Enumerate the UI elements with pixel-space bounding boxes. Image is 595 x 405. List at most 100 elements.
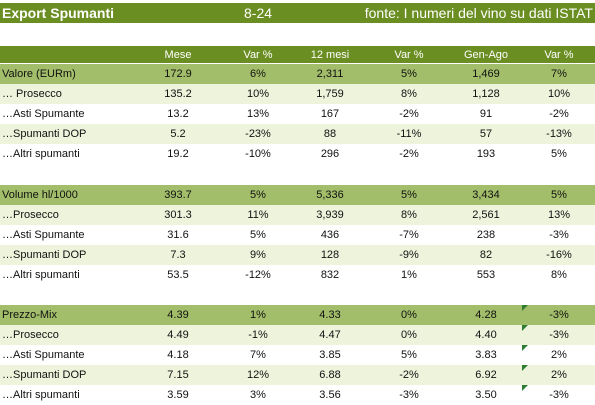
table-cell: -10% [245, 148, 271, 160]
table-cell: 6.88 [319, 369, 341, 381]
table-cell: 91 [479, 108, 493, 120]
table-cell: 8% [551, 269, 567, 281]
table-cell: 7.3 [170, 249, 186, 261]
table-row: …Altri spumanti 19.2 -10% 296 -2% 193 5% [0, 144, 595, 164]
table-cell: 3.85 [319, 349, 341, 361]
comment-marker-icon[interactable] [522, 345, 528, 351]
table-cell: 128 [320, 249, 340, 261]
table-cell: 1,128 [472, 88, 500, 100]
table-cell: 11% [247, 209, 269, 221]
table-cell: -11% [396, 128, 422, 140]
table-row: …Asti Spumante 13.2 13% 167 -2% 91 -2% [0, 104, 595, 124]
table-cell: 301.3 [164, 209, 192, 221]
table-cell: 4.40 [475, 329, 497, 341]
row-label: …Altri spumanti [2, 269, 80, 281]
column-header-row: Mese Var % 12 mesi Var % Gen-Ago Var % [0, 46, 595, 63]
table-cell: 5% [250, 229, 266, 241]
table-cell: 3,939 [316, 209, 344, 221]
col-header-var-mese: Var % [243, 48, 273, 61]
comment-marker-icon[interactable] [522, 325, 528, 331]
table-cell: 2% [551, 349, 567, 361]
row-label: …Asti Spumante [2, 229, 85, 241]
table-cell: -2% [399, 148, 419, 160]
row-label: …Spumanti DOP [2, 249, 87, 261]
table-row: …Asti Spumante 31.6 5% 436 -7% 238 -3% [0, 225, 595, 245]
col-header-gen-ago: Gen-Ago [463, 48, 509, 61]
table-cell: 5% [401, 349, 417, 361]
table-cell: 7% [250, 349, 266, 361]
table-cell: 3.56 [319, 389, 341, 401]
period-label: 8-24 [244, 5, 273, 21]
table-cell: -1% [248, 329, 268, 341]
table-cell: 193 [476, 148, 496, 160]
table-cell: -2% [399, 369, 419, 381]
table-cell: 4.47 [319, 329, 341, 341]
table-cell: 4.28 [475, 309, 497, 321]
table-row: …Altri spumanti 53.5 -12% 832 1% 553 8% [0, 265, 595, 285]
value-section-total-row: Valore (EURm) 172.9 6% 2,311 5% 1,469 7% [0, 64, 595, 84]
table-cell: 135.2 [164, 88, 192, 100]
table-cell: 1,469 [472, 68, 500, 80]
table-cell: 5% [401, 68, 417, 80]
table-cell: -3% [549, 389, 569, 401]
table-cell: 6% [250, 68, 266, 80]
table-cell: 4.49 [167, 329, 189, 341]
table-cell: 82 [479, 249, 493, 261]
table-cell: -13% [546, 128, 572, 140]
table-cell: -3% [399, 389, 419, 401]
table-row: …Prosecco 301.3 11% 3,939 8% 2,561 13% [0, 205, 595, 225]
table-cell: 0% [401, 329, 417, 341]
table-cell: 8% [401, 88, 417, 100]
volume-section-total-row: Volume hl/1000 393.7 5% 5,336 5% 3,434 5% [0, 185, 595, 205]
table-cell: 3% [250, 389, 266, 401]
table-row: …Asti Spumante 4.18 7% 3.85 5% 3.83 2% [0, 345, 595, 365]
table-row: …Prosecco 4.49 -1% 4.47 0% 4.40 -3% [0, 325, 595, 345]
table-cell: 31.6 [167, 229, 189, 241]
table-cell: 5% [551, 189, 567, 201]
table-cell: 5% [250, 189, 266, 201]
table-cell: 19.2 [167, 148, 189, 160]
table-cell: 4.18 [167, 349, 189, 361]
row-label: Valore (EURm) [2, 68, 76, 80]
table-row: …Spumanti DOP 7.3 9% 128 -9% 82 -16% [0, 245, 595, 265]
table-cell: 0% [401, 309, 417, 321]
row-label: …Spumanti DOP [2, 369, 87, 381]
comment-marker-icon[interactable] [522, 305, 528, 311]
table-cell: 296 [320, 148, 340, 160]
table-cell: 832 [320, 269, 340, 281]
row-label: …Altri spumanti [2, 148, 80, 160]
comment-marker-icon[interactable] [522, 365, 528, 371]
table-cell: 3,434 [472, 189, 500, 201]
table-cell: -16% [546, 249, 572, 261]
table-cell: 238 [476, 229, 496, 241]
source-label: fonte: I numeri del vino su dati ISTAT [364, 5, 593, 21]
table-row: … Prosecco 135.2 10% 1,759 8% 1,128 10% [0, 84, 595, 104]
table-cell: 2,561 [472, 209, 500, 221]
table-cell: 3.50 [475, 389, 497, 401]
table-cell: 6.92 [475, 369, 497, 381]
table-cell: 7% [551, 68, 567, 80]
table-row: …Spumanti DOP 5.2 -23% 88 -11% 57 -13% [0, 124, 595, 144]
table-cell: 1% [250, 309, 266, 321]
table-cell: 4.33 [319, 309, 341, 321]
row-label: …Asti Spumante [2, 108, 85, 120]
table-cell: 436 [320, 229, 340, 241]
table-cell: 12% [246, 369, 270, 381]
row-label: … Prosecco [2, 88, 62, 100]
table-cell: 9% [250, 249, 266, 261]
comment-marker-icon[interactable] [522, 385, 528, 391]
row-label: …Prosecco [2, 209, 59, 221]
table-cell: 13% [246, 108, 270, 120]
price-section-total-row: Prezzo-Mix 4.39 1% 4.33 0% 4.28 -3% [0, 305, 595, 325]
table-cell: 10% [246, 88, 270, 100]
col-header-12-mesi: 12 mesi [310, 48, 350, 61]
row-label: Prezzo-Mix [2, 309, 58, 321]
table-cell: 1,759 [316, 88, 344, 100]
table-cell: -3% [549, 229, 569, 241]
title-bar: Export Spumanti 8-24 fonte: I numeri del… [0, 3, 595, 23]
table-cell: 53.5 [167, 269, 189, 281]
table-cell: -2% [399, 108, 419, 120]
sheet-title: Export Spumanti [2, 5, 115, 21]
table-cell: 553 [476, 269, 496, 281]
table-cell: 5% [401, 189, 417, 201]
